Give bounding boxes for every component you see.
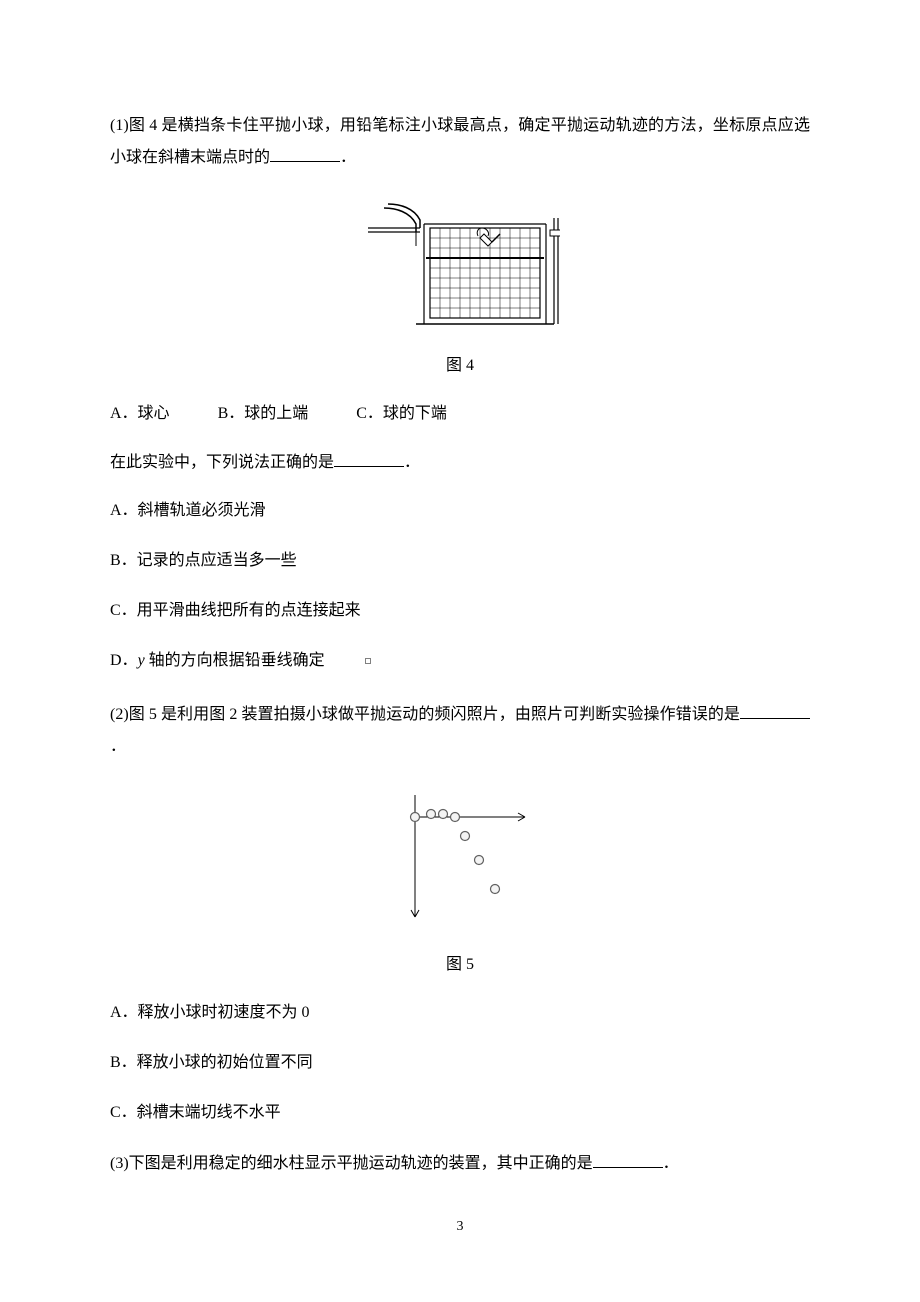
q2-paragraph: (2)图 5 是利用图 2 装置拍摄小球做平抛运动的频闪照片，由照片可判断实验操… [110, 699, 810, 763]
q3-paragraph: (3)下图是利用稳定的细水柱显示平抛运动轨迹的装置，其中正确的是 ． [110, 1151, 810, 1176]
q1-prompt2-a: 在此实验中，下列说法正确的是 [110, 454, 334, 471]
q1-opt2-d-pre: D． [110, 652, 138, 669]
figure-5-caption: 图 5 [110, 953, 810, 977]
blank-1 [270, 145, 340, 162]
q1-opt2-d-y: y [138, 652, 145, 669]
page-number: 3 [110, 1216, 810, 1237]
q1-text-a: (1)图 4 是横挡条卡住平抛小球，用铅笔标注小球最高点，确定平抛运动轨迹的方法… [110, 117, 810, 166]
q1-paragraph: (1)图 4 是横挡条卡住平抛小球，用铅笔标注小球最高点，确定平抛运动轨迹的方法… [110, 110, 810, 174]
q2-text-a: (2)图 5 是利用图 2 装置拍摄小球做平抛运动的频闪照片，由照片可判断实验操… [110, 706, 740, 723]
q1-opt-b: B．球的上端 [218, 402, 309, 426]
q1-prompt2: 在此实验中，下列说法正确的是 ． [110, 450, 810, 475]
q2-opt-a: A．释放小球时初速度不为 0 [110, 1001, 810, 1025]
q1-opt-c: C．球的下端 [356, 402, 447, 426]
q2-text-b: ． [110, 738, 126, 755]
q1-prompt2-b: ． [404, 454, 420, 471]
figure-4-svg [360, 198, 560, 328]
q3-text-b: ． [663, 1155, 679, 1172]
q1-opt2-d-post: 轴的方向根据铅垂线确定 [145, 652, 325, 669]
q1-text-b: ． [340, 149, 356, 166]
q2-opt-b: B．释放小球的初始位置不同 [110, 1051, 810, 1075]
figure-5-block: 图 5 [110, 787, 810, 977]
mark-square [365, 658, 371, 664]
q2-opt-c: C．斜槽末端切线不水平 [110, 1101, 810, 1125]
blank-2 [334, 450, 404, 467]
q1-opt2-a: A．斜槽轨道必须光滑 [110, 499, 810, 523]
q1-opt2-b: B．记录的点应适当多一些 [110, 549, 810, 573]
q1-opt-a: A．球心 [110, 402, 170, 426]
blank-3 [740, 702, 810, 719]
figure-4-block: 图 4 [110, 198, 810, 378]
q3-text-a: (3)下图是利用稳定的细水柱显示平抛运动轨迹的装置，其中正确的是 [110, 1155, 593, 1172]
figure-5-svg [385, 787, 535, 927]
blank-4 [593, 1151, 663, 1168]
q1-options-abc: A．球心 B．球的上端 C．球的下端 [110, 402, 810, 426]
q1-opt2-d: D．y 轴的方向根据铅垂线确定 [110, 649, 810, 673]
figure-4-caption: 图 4 [110, 354, 810, 378]
q1-opt2-c: C．用平滑曲线把所有的点连接起来 [110, 599, 810, 623]
